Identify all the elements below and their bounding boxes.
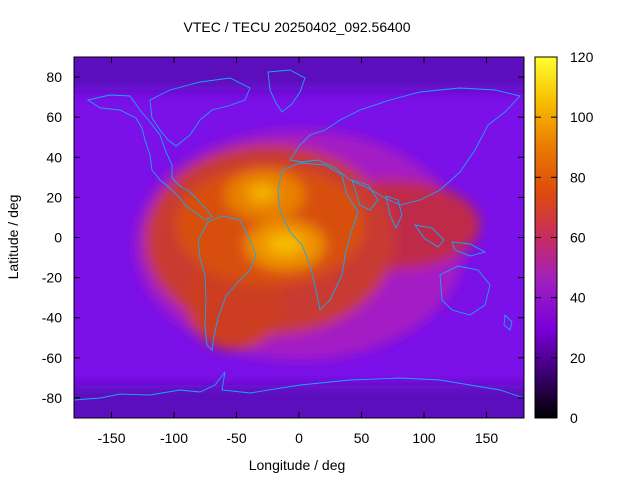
coast-new-zealand [503,314,513,331]
y-tick-label: 60 [46,109,62,125]
y-tick-label: 0 [54,230,62,246]
x-tick-label: 0 [295,430,303,446]
colorbar-tick-label: 80 [570,169,586,185]
x-axis-label: Longitude / deg [249,457,346,473]
y-axis-label: Latitude / deg [5,195,21,280]
coastlines [74,69,524,418]
coast-africa [277,162,359,311]
field-south-polar-band [74,385,524,418]
y-tick-label: 80 [46,69,62,85]
x-tick-label: 150 [475,430,499,446]
x-tick-label: 50 [354,430,370,446]
x-tick-label: -100 [160,430,188,446]
coast-arabia [351,179,379,211]
coast-eurasia [289,87,521,206]
vtec-field [74,57,524,418]
colorbar-tick-label: 120 [570,49,594,65]
colorbar: 0 20 40 60 80 100 120 [534,49,594,426]
colorbar-tick-label: 60 [570,230,586,246]
y-tick-label: 20 [46,189,62,205]
field-peak-north [247,183,277,203]
coast-australia [439,265,491,316]
x-tick-label: -50 [226,430,246,446]
coast-greenland [267,69,306,113]
colorbar-ticks: 0 20 40 60 80 100 120 [535,49,594,426]
colorbar-tick-label: 20 [570,350,586,366]
coast-north-america [86,94,213,221]
y-tick-label: 40 [46,149,62,165]
chart-title: VTEC / TECU 20250402_092.56400 [183,19,410,35]
coast-canada-arctic [149,77,251,147]
y-tick-label: -20 [42,270,62,286]
coast-south-america [197,215,257,351]
coast-india [385,195,403,230]
coast-new-guinea [451,241,487,257]
y-tick-label: -40 [42,310,62,326]
colorbar-tick-label: 100 [570,109,594,125]
y-axis-ticks: -80 -60 -40 -20 0 20 40 60 80 [42,69,524,406]
coast-antarctica [74,371,524,418]
field-north-polar-band [74,57,524,90]
colorbar-tick-label: 0 [570,410,578,426]
y-tick-label: -60 [42,350,62,366]
colorbar-tick-label: 40 [570,290,586,306]
x-tick-label: -150 [97,430,125,446]
field-peak-equator [267,234,303,254]
y-tick-label: -80 [42,390,62,406]
x-axis-ticks: -150 -100 -50 0 50 100 150 [97,57,498,446]
coast-se-asia-islands [414,224,445,248]
x-tick-label: 100 [412,430,436,446]
